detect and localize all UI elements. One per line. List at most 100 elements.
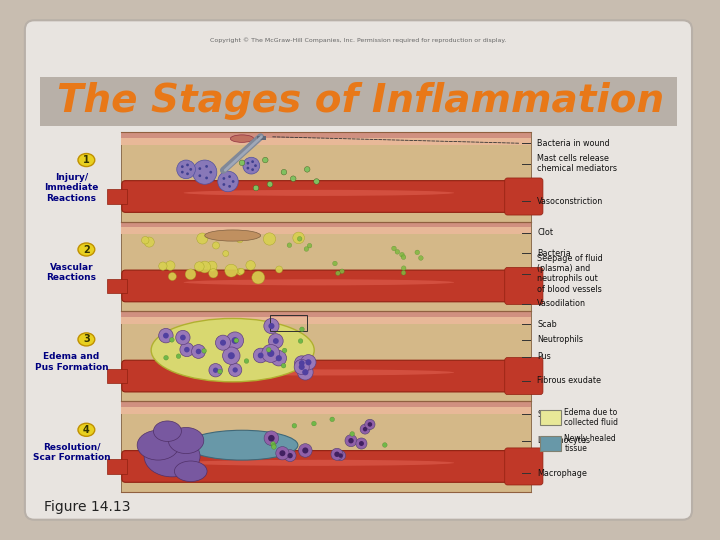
Circle shape bbox=[228, 175, 231, 178]
Text: Resolution/
Scar Formation: Resolution/ Scar Formation bbox=[32, 443, 110, 462]
Circle shape bbox=[418, 255, 423, 260]
Circle shape bbox=[232, 180, 235, 183]
Text: Copyright © The McGraw-Hill Companies, Inc. Permission required for reproduction: Copyright © The McGraw-Hill Companies, I… bbox=[210, 37, 507, 43]
Bar bbox=[121, 311, 531, 401]
Text: Edema and
Pus Formation: Edema and Pus Formation bbox=[35, 353, 108, 372]
Circle shape bbox=[233, 367, 238, 373]
Circle shape bbox=[267, 181, 273, 187]
Text: Figure 14.13: Figure 14.13 bbox=[43, 500, 130, 514]
Text: Mast cells release
chemical mediators: Mast cells release chemical mediators bbox=[537, 154, 617, 173]
Circle shape bbox=[238, 268, 244, 274]
Circle shape bbox=[169, 338, 174, 342]
Circle shape bbox=[331, 448, 343, 460]
Circle shape bbox=[292, 423, 297, 428]
Circle shape bbox=[271, 444, 276, 449]
Bar bbox=[121, 311, 531, 323]
Circle shape bbox=[199, 261, 210, 273]
Circle shape bbox=[210, 171, 212, 173]
Circle shape bbox=[228, 185, 231, 188]
Ellipse shape bbox=[151, 319, 314, 382]
FancyBboxPatch shape bbox=[505, 178, 543, 215]
Circle shape bbox=[298, 339, 303, 343]
Circle shape bbox=[299, 360, 305, 366]
FancyBboxPatch shape bbox=[122, 450, 516, 482]
Bar bbox=[107, 189, 127, 204]
Circle shape bbox=[194, 262, 204, 272]
Circle shape bbox=[217, 369, 222, 374]
Circle shape bbox=[243, 157, 260, 174]
Circle shape bbox=[186, 172, 189, 175]
Circle shape bbox=[226, 332, 243, 349]
Circle shape bbox=[268, 435, 274, 442]
Circle shape bbox=[253, 185, 258, 191]
Circle shape bbox=[302, 369, 308, 375]
Circle shape bbox=[163, 355, 168, 360]
Text: Scab: Scab bbox=[537, 320, 557, 328]
Circle shape bbox=[276, 355, 282, 361]
Circle shape bbox=[305, 166, 310, 172]
Circle shape bbox=[184, 347, 189, 353]
Text: Edema due to
collected fluid: Edema due to collected fluid bbox=[564, 408, 618, 427]
Circle shape bbox=[205, 165, 208, 168]
Text: Bacteria: Bacteria bbox=[537, 249, 571, 258]
Bar bbox=[121, 132, 531, 145]
Circle shape bbox=[254, 164, 257, 167]
Circle shape bbox=[228, 363, 242, 376]
Circle shape bbox=[193, 160, 217, 184]
Circle shape bbox=[168, 273, 176, 280]
Circle shape bbox=[177, 160, 195, 179]
Circle shape bbox=[264, 233, 276, 245]
Ellipse shape bbox=[78, 243, 95, 256]
Circle shape bbox=[363, 427, 367, 431]
Circle shape bbox=[222, 347, 240, 365]
Circle shape bbox=[415, 250, 420, 255]
Circle shape bbox=[293, 232, 305, 244]
Circle shape bbox=[330, 417, 335, 422]
Circle shape bbox=[340, 269, 344, 274]
Bar bbox=[40, 77, 677, 126]
Circle shape bbox=[401, 255, 406, 260]
Ellipse shape bbox=[78, 333, 95, 346]
Circle shape bbox=[205, 177, 208, 179]
Bar bbox=[107, 279, 127, 293]
Circle shape bbox=[209, 268, 218, 278]
Circle shape bbox=[300, 327, 305, 332]
Circle shape bbox=[302, 448, 308, 454]
Circle shape bbox=[217, 171, 238, 192]
Circle shape bbox=[176, 330, 190, 345]
Circle shape bbox=[299, 364, 305, 370]
FancyBboxPatch shape bbox=[505, 448, 543, 485]
Circle shape bbox=[294, 360, 310, 375]
Circle shape bbox=[287, 243, 292, 247]
Text: Newly healed
tissue: Newly healed tissue bbox=[564, 434, 616, 453]
Circle shape bbox=[215, 335, 230, 350]
Circle shape bbox=[158, 262, 167, 271]
Circle shape bbox=[228, 352, 235, 359]
FancyBboxPatch shape bbox=[25, 21, 692, 519]
Bar bbox=[121, 401, 531, 407]
Text: Injury/
Immediate
Reactions: Injury/ Immediate Reactions bbox=[45, 173, 99, 203]
Circle shape bbox=[246, 162, 249, 165]
Circle shape bbox=[246, 167, 249, 170]
FancyBboxPatch shape bbox=[122, 360, 516, 392]
Circle shape bbox=[189, 168, 192, 171]
Circle shape bbox=[281, 170, 287, 175]
Circle shape bbox=[181, 171, 184, 173]
Circle shape bbox=[186, 164, 189, 166]
Circle shape bbox=[158, 328, 173, 343]
Circle shape bbox=[266, 348, 271, 352]
Circle shape bbox=[269, 334, 283, 348]
Circle shape bbox=[222, 183, 225, 186]
Bar bbox=[121, 132, 531, 138]
Circle shape bbox=[262, 345, 280, 362]
Text: 2: 2 bbox=[83, 245, 90, 254]
Ellipse shape bbox=[144, 436, 200, 477]
Circle shape bbox=[222, 251, 229, 256]
Circle shape bbox=[252, 271, 265, 284]
Circle shape bbox=[359, 441, 364, 446]
Circle shape bbox=[297, 364, 313, 380]
Circle shape bbox=[360, 424, 370, 434]
Circle shape bbox=[237, 237, 243, 243]
FancyBboxPatch shape bbox=[122, 270, 516, 302]
Circle shape bbox=[180, 335, 186, 340]
